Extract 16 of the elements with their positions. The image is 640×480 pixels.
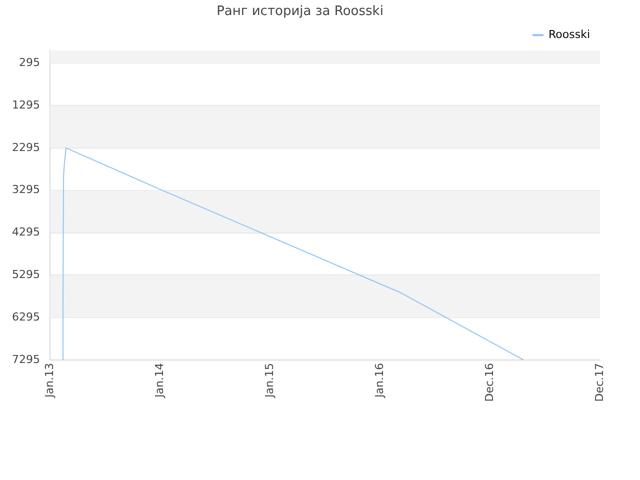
chart-title: Ранг историја за Roosski [216, 4, 384, 20]
y-tick-label: 2295 [12, 140, 40, 154]
y-tick-label: 3295 [12, 183, 40, 196]
x-tick-label: Jan.15 [262, 363, 276, 398]
y-tick-label: 4295 [12, 226, 40, 239]
y-tick-label: 6295 [12, 310, 40, 324]
y-tick-label: 7295 [12, 352, 40, 366]
y-tick-label: 295 [19, 56, 40, 69]
x-tick-label: Jan.14 [152, 363, 166, 398]
y-tick-label: 5295 [12, 268, 40, 282]
x-tick-label: Jan.16 [372, 363, 386, 398]
y-tick-label: 1295 [12, 98, 40, 112]
x-tick-label: Dec.17 [592, 363, 606, 402]
legend-label: Roosski [548, 28, 590, 41]
x-tick-label: Dec.16 [482, 363, 496, 402]
x-tick-label: Jan.13 [42, 363, 56, 398]
